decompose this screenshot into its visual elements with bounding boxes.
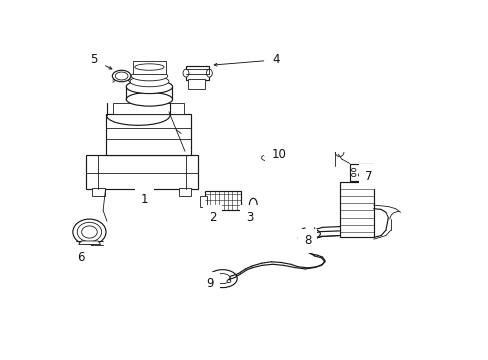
Ellipse shape (183, 69, 188, 77)
Ellipse shape (126, 80, 172, 94)
Ellipse shape (81, 226, 97, 238)
Ellipse shape (135, 64, 163, 70)
Ellipse shape (249, 198, 257, 212)
Ellipse shape (214, 280, 218, 283)
Bar (199, 196, 206, 207)
Bar (113, 103, 183, 114)
Text: 6: 6 (77, 245, 91, 264)
Ellipse shape (358, 174, 362, 177)
Text: 10: 10 (271, 148, 285, 161)
Text: 8: 8 (304, 234, 311, 247)
Text: 7: 7 (364, 170, 372, 183)
Text: 4: 4 (214, 53, 279, 66)
Ellipse shape (77, 222, 102, 242)
Ellipse shape (130, 76, 168, 87)
Bar (178, 188, 190, 196)
Bar (205, 191, 240, 211)
Ellipse shape (351, 168, 355, 172)
Bar (185, 66, 209, 80)
Bar (339, 182, 373, 237)
Ellipse shape (131, 71, 167, 81)
Text: 2: 2 (209, 211, 216, 224)
Bar (133, 60, 165, 74)
Ellipse shape (112, 70, 131, 82)
Ellipse shape (214, 274, 230, 284)
Bar (105, 114, 190, 155)
Ellipse shape (226, 280, 230, 283)
Ellipse shape (307, 230, 320, 238)
Polygon shape (79, 241, 101, 244)
Ellipse shape (206, 69, 212, 77)
Ellipse shape (126, 93, 172, 106)
Ellipse shape (365, 168, 369, 172)
Ellipse shape (207, 270, 237, 288)
Text: 9: 9 (206, 278, 214, 291)
Text: 3: 3 (245, 211, 253, 224)
Ellipse shape (73, 219, 106, 245)
Bar (86, 155, 198, 189)
Ellipse shape (351, 174, 355, 177)
Text: 1: 1 (141, 192, 148, 206)
Bar (92, 188, 104, 196)
Ellipse shape (115, 72, 128, 80)
Bar (188, 78, 204, 89)
Text: 5: 5 (89, 53, 112, 69)
Ellipse shape (365, 174, 369, 177)
Bar (349, 163, 372, 181)
